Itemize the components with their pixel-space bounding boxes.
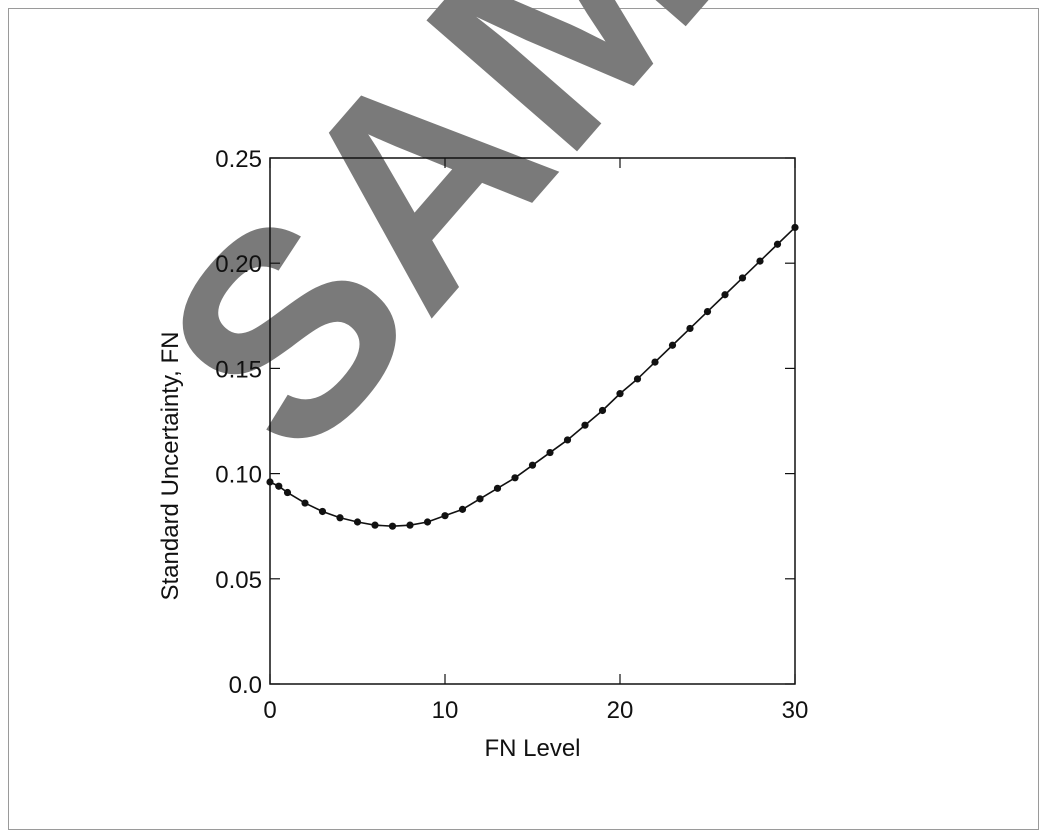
data-point (275, 482, 283, 490)
data-point (283, 488, 292, 497)
plot-frame (269, 157, 796, 685)
data-point (458, 505, 467, 513)
data-point (546, 448, 554, 457)
data-point (353, 518, 362, 526)
data-point (336, 514, 344, 522)
data-point (651, 358, 659, 366)
data-point (423, 518, 432, 526)
data-point (773, 240, 782, 248)
x-tick-label: 20 (607, 697, 634, 724)
x-tick-label: 10 (432, 697, 459, 724)
data-point (318, 507, 327, 516)
data-point (668, 341, 677, 349)
figure-frame (8, 8, 1039, 830)
y-tick-label: 0.25 (215, 146, 262, 173)
data-point (703, 307, 712, 316)
x-axis-label: FN Level (484, 735, 580, 762)
data-point (616, 390, 624, 398)
data-point (756, 257, 764, 265)
data-point (738, 274, 747, 282)
data-point (563, 436, 572, 444)
y-axis-label: Standard Uncertainty, FN (157, 331, 184, 600)
data-point (476, 495, 484, 503)
data-point (721, 291, 729, 299)
data-point (266, 478, 274, 486)
x-tick-label: 30 (782, 697, 809, 724)
data-point (406, 521, 414, 529)
data-point (598, 406, 607, 415)
plot-area: 0 10 20 30 0.0 0.05 0.10 0.15 0.20 0.25 (215, 146, 808, 724)
data-point (493, 484, 502, 492)
data-point (686, 324, 694, 333)
y-tick-label: 0.20 (215, 251, 262, 278)
y-tick-label: 0.10 (215, 462, 262, 489)
y-tick-label: 0.05 (215, 567, 262, 594)
data-point (633, 375, 642, 383)
x-tick-label: 0 (263, 697, 276, 724)
data-point (371, 521, 379, 529)
data-point (301, 499, 309, 507)
data-point (388, 522, 397, 530)
data-point (511, 474, 519, 482)
y-tick-label: 0.0 (229, 672, 262, 699)
y-tick-label: 0.15 (215, 356, 262, 383)
data-point (441, 512, 449, 520)
data-point (791, 223, 799, 232)
data-point (581, 421, 589, 429)
data-point (528, 461, 537, 469)
